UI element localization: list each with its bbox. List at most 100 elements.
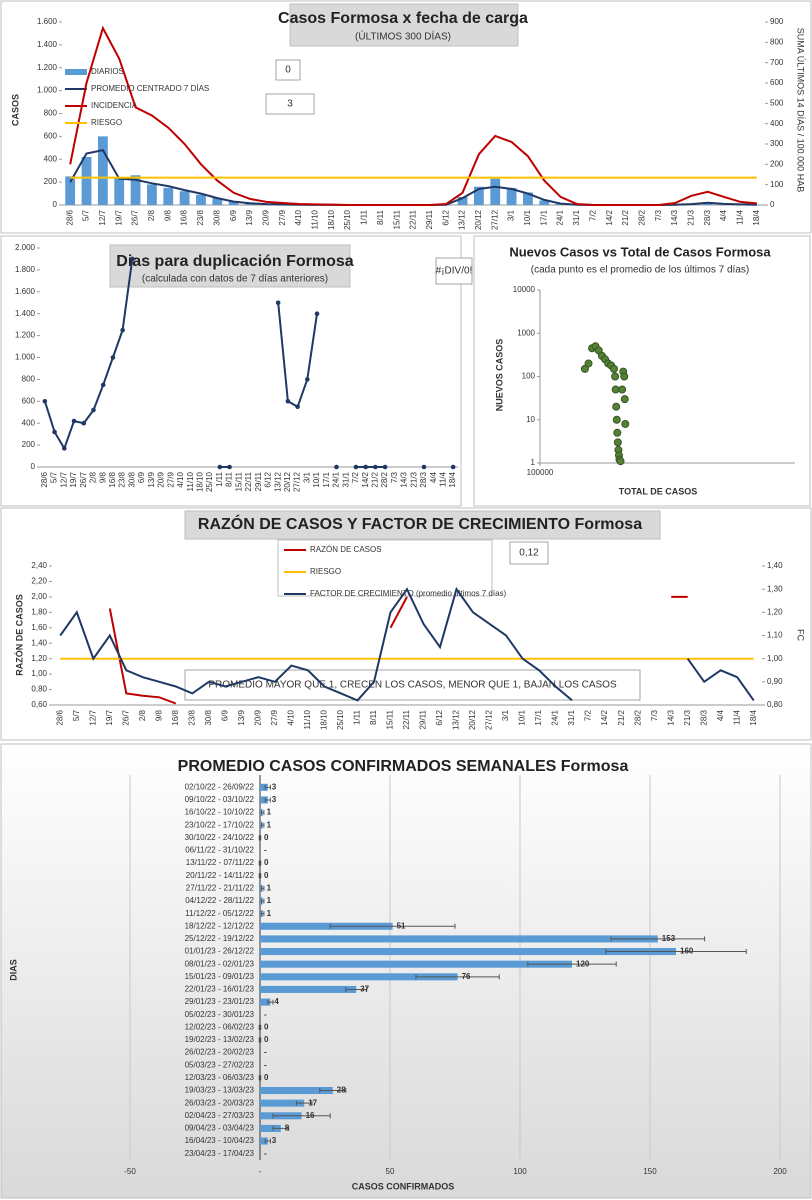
y-tick-label: 0,90 [767, 677, 783, 686]
y-tick-label: 1.400 [15, 309, 36, 318]
x-tick-label: 21/3 [687, 209, 696, 225]
y-tick-label: 500 [770, 98, 784, 107]
x-tick-label: 10/1 [523, 209, 532, 225]
title-box [109, 244, 351, 288]
y-tick-label: 27/11/22 - 21/11/22 [186, 883, 255, 892]
y-tick-label: 900 [770, 17, 784, 26]
x-tick-label: 7/3 [390, 471, 399, 483]
annotation: #¡DIV/0! [436, 266, 473, 277]
y-tick-label: 1.200 [15, 331, 36, 340]
x-tick-label: 15/11 [234, 471, 243, 491]
point [71, 418, 77, 424]
x-tick-label: 19/7 [114, 209, 123, 225]
data-label: 153 [662, 934, 676, 943]
x-tick-label: 29/11 [419, 709, 428, 729]
error-bar [267, 999, 274, 1005]
x-tick-label: 25/10 [343, 209, 352, 230]
x-tick-label: 12/7 [59, 471, 68, 487]
point [100, 382, 106, 388]
y-tick-label: 18/12/22 - 12/12/22 [185, 921, 255, 930]
y-tick-label: 1.400 [37, 40, 58, 49]
x-tick-label: 21/2 [617, 709, 626, 725]
y-tick-label: 02/10/22 - 26/09/22 [185, 782, 255, 791]
y-tick-label: 200 [22, 440, 36, 449]
x-tick-label: 8/11 [376, 209, 385, 225]
point [295, 404, 300, 410]
y-tick-label: 05/03/23 - 27/02/23 [185, 1060, 255, 1069]
error-bar [258, 873, 262, 879]
bar [179, 191, 190, 205]
y-tick-label: 100 [522, 372, 536, 381]
point [353, 464, 359, 470]
y-tick-label: 1,80 [31, 607, 47, 616]
x-tick-label: 22/11 [402, 709, 411, 729]
y-tick-label: 0 [53, 200, 58, 209]
x-tick-label: 21/2 [370, 471, 379, 487]
y-tick-label: 2,00 [31, 592, 47, 601]
x-tick-label: 11/10 [303, 709, 312, 729]
x-tick-label: 28/6 [55, 709, 64, 725]
error-bar [258, 1075, 262, 1081]
error-bar [260, 822, 265, 828]
error-bar [258, 1037, 262, 1043]
x-tick-label: 8/11 [369, 709, 378, 725]
x-tick-label: 23/8 [187, 709, 196, 725]
x-tick-label: 18/10 [196, 471, 205, 492]
y-tick-label: 600 [22, 396, 36, 405]
point [275, 300, 281, 306]
annotation: 0 [285, 65, 291, 76]
chart-background [473, 235, 811, 507]
x-tick-label: 11/10 [311, 209, 320, 229]
annotation-box [265, 93, 315, 115]
line [69, 25, 757, 206]
data-label: 1 [267, 820, 272, 829]
y-tick-label: 09/10/22 - 03/10/22 [185, 795, 255, 804]
y-tick-label: 400 [22, 418, 36, 427]
x-tick-label: 4/10 [294, 209, 303, 225]
chart-title: Casos Formosa x fecha de carga [278, 10, 528, 27]
y-tick-label: 400 [44, 154, 58, 163]
annotation: PROMEDIO MAYOR QUE 1, CRECEN LOS CASOS, … [208, 680, 617, 691]
x-tick-label: 4/4 [719, 209, 728, 221]
y-tick-label: 11/12/22 - 05/12/22 [185, 909, 254, 918]
x-tick-label: 19/7 [105, 709, 114, 725]
y-axis-label: DIAS [8, 959, 18, 981]
x-tick-label: 20/9 [254, 709, 263, 725]
y-tick-label: 1 [531, 458, 536, 467]
y-tick-label: 23/04/23 - 17/04/23 [185, 1149, 255, 1158]
y-tick-label: 400 [770, 119, 784, 128]
point [616, 457, 625, 466]
y-tick-label: 08/01/23 - 02/01/23 [185, 959, 255, 968]
point [305, 377, 310, 382]
x-tick-label: 1/11 [360, 209, 369, 225]
x-tick-label: 13/9 [237, 709, 246, 725]
x-tick-label: 14/3 [400, 471, 409, 487]
y-tick-label: 0,60 [31, 700, 47, 709]
bar [97, 136, 108, 205]
title-box [289, 3, 519, 47]
y-tick-label: 700 [770, 58, 784, 67]
x-tick-label: 14/2 [605, 209, 614, 225]
x-tick-label: 15/11 [386, 709, 395, 729]
bar [506, 187, 517, 205]
y-tick-label: 0 [31, 462, 36, 471]
bar [260, 960, 572, 968]
x-tick-label: 7/2 [588, 209, 597, 221]
x-tick-label: 28/2 [380, 471, 389, 487]
y-tick-label: 10 [526, 415, 535, 424]
bar [260, 1137, 268, 1145]
x-tick-label: 31/1 [572, 209, 581, 225]
legend-label: RIESGO [91, 118, 122, 127]
bar [260, 783, 268, 791]
x-tick-label: 30/8 [127, 471, 136, 487]
x-tick-label: 27/12 [490, 209, 499, 230]
y2-axis-label: FC [796, 629, 806, 641]
y-tick-label: 800 [22, 375, 36, 384]
y-tick-label: 04/12/22 - 28/11/22 [185, 896, 254, 905]
point [120, 327, 125, 333]
x-tick-label: 26/7 [121, 709, 130, 725]
error-bar [527, 961, 617, 967]
y-tick-label: 25/12/22 - 19/12/22 [185, 934, 255, 943]
y-tick-label: 09/04/23 - 03/04/23 [185, 1124, 255, 1133]
bar [212, 198, 223, 205]
